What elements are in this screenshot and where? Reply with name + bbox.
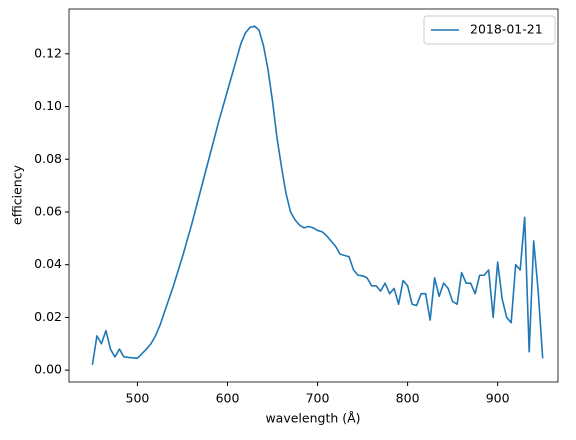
data-line: [91, 25, 544, 365]
legend-label: 2018-01-21: [470, 22, 543, 37]
y-tick-label: 0.02: [34, 309, 62, 324]
y-axis-label: efficiency: [10, 164, 25, 225]
y-tick-label: 0.04: [34, 256, 62, 271]
plot-frame: [68, 8, 559, 383]
x-tick-label: 800: [396, 391, 420, 406]
y-tick-label: 0.06: [34, 203, 62, 218]
legend-box: [423, 15, 556, 45]
x-axis-label: wavelength (Å): [265, 411, 360, 426]
y-tick-label: 0.00: [34, 362, 62, 377]
x-tick-label: 900: [486, 391, 510, 406]
y-tick-label: 0.12: [34, 45, 62, 60]
y-tick-label: 0.10: [34, 98, 62, 113]
x-tick-label: 500: [126, 391, 150, 406]
x-tick-label: 700: [306, 391, 330, 406]
x-tick-label: 600: [216, 391, 240, 406]
y-tick-label: 0.08: [34, 151, 62, 166]
